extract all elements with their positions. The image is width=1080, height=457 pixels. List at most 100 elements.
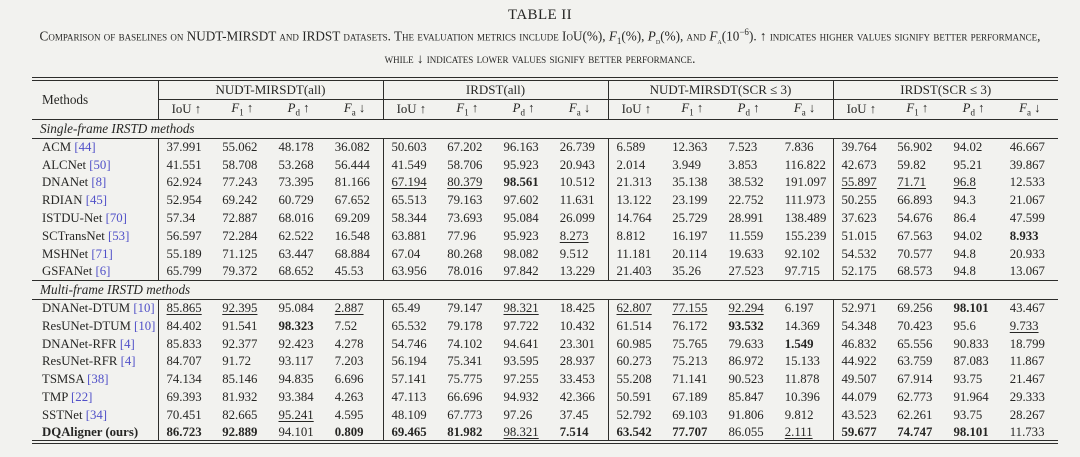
metric-value: 41.551 — [157, 156, 215, 174]
citation-link[interactable]: [50] — [86, 157, 111, 172]
metric-value: 18.799 — [1009, 336, 1045, 351]
metric-value: 13.122 — [607, 191, 665, 210]
metric-value: 69.465 — [382, 424, 440, 443]
table-row: TMP [22] 69.393 81.932 93.384 4.263 47.113 66.… — [32, 388, 1058, 407]
metric-value: 91.72 — [222, 354, 252, 369]
method-label: SCTransNet — [42, 228, 105, 243]
metric-value: 77.243 — [222, 175, 258, 190]
table-row: ResUNet-RFR [4] 84.707 91.72 93.117 7.203 56.… — [32, 353, 1058, 371]
citation-link[interactable]: [71] — [88, 246, 113, 261]
metric-value: 51.015 — [832, 227, 890, 246]
metric-value: 46.832 — [832, 335, 890, 354]
metric-value: 69.209 — [334, 210, 370, 225]
section-title: Single-frame IRSTD methods — [32, 118, 1058, 139]
method-name: DNANet [8] — [32, 174, 158, 192]
metric-value: 6.589 — [607, 138, 665, 157]
metric-value: 66.893 — [897, 193, 933, 208]
citation-link[interactable]: [6] — [92, 264, 111, 279]
metric-value: 35.26 — [672, 264, 702, 279]
method-label: GSFANet — [42, 264, 93, 279]
method-label: MSHNet — [42, 246, 89, 261]
metric-value: 11.878 — [784, 372, 820, 387]
method-label: DNANet-DTUM — [42, 301, 131, 316]
citation-link[interactable]: [4] — [117, 354, 136, 369]
metric-value: 92.102 — [784, 246, 820, 261]
citation-link[interactable]: [53] — [104, 228, 130, 243]
metric-value: 92.395 — [222, 301, 258, 316]
method-label: TMP — [42, 390, 68, 405]
citation-link[interactable]: [4] — [116, 336, 135, 351]
metric-value: 77.707 — [672, 424, 708, 439]
metric-value: 155.239 — [784, 228, 827, 243]
method-name: SSTNet [34] — [32, 406, 158, 424]
metric-value: 11.559 — [728, 228, 764, 243]
metric-value: 50.591 — [607, 388, 665, 407]
citation-link[interactable]: [44] — [71, 139, 96, 154]
metric-value: 42.366 — [559, 390, 595, 405]
metric-value: 59.677 — [832, 424, 890, 443]
metric-value: 37.623 — [832, 209, 890, 228]
citation-link[interactable]: [10] — [130, 318, 156, 333]
metric-value: 41.549 — [382, 156, 440, 174]
metric-value: 92.294 — [728, 301, 764, 316]
metric-value: 69.103 — [672, 407, 708, 422]
metric-value: 65.556 — [897, 336, 933, 351]
citation-link[interactable]: [8] — [88, 175, 107, 190]
metric-value: 7.514 — [559, 424, 589, 439]
metric-value: 85.833 — [157, 335, 215, 354]
metric-value: 60.729 — [278, 193, 314, 208]
metric-value: 85.847 — [728, 390, 764, 405]
metric-value: 94.02 — [953, 139, 983, 154]
citation-link[interactable]: [70] — [102, 210, 127, 225]
metric-value: 74.134 — [157, 370, 215, 389]
table-row: SSTNet [34] 70.451 82.665 95.241 4.595 48.109… — [32, 406, 1058, 425]
metric-value: 79.633 — [728, 336, 764, 351]
metric-value: 26.739 — [559, 139, 595, 154]
method-label: ResUNet-RFR — [42, 354, 118, 369]
method-name: ISTDU-Net [70] — [32, 210, 158, 228]
metric-value: 62.807 — [607, 299, 665, 318]
table-row: ACM [44] 37.991 55.062 48.178 36.082 50.603 67… — [32, 138, 1058, 157]
metric-value: 63.956 — [382, 262, 440, 281]
metric-value: 98.561 — [503, 175, 539, 190]
metric-value: 79.178 — [447, 318, 483, 333]
metric-column-header: IoU ↑ — [157, 99, 215, 120]
metric-value: 54.676 — [897, 210, 933, 225]
metric-value: 98.082 — [503, 246, 539, 261]
metric-value: 50.255 — [832, 191, 890, 210]
citation-link[interactable]: [10] — [130, 301, 155, 316]
metric-value: 67.194 — [382, 173, 440, 192]
metric-value: 71.125 — [222, 246, 258, 261]
metric-value: 56.597 — [157, 227, 215, 246]
metric-value: 116.822 — [784, 157, 826, 172]
metric-column-header: Fa ↓ — [551, 99, 608, 120]
metric-value: 67.202 — [447, 139, 483, 154]
citation-link[interactable]: [22] — [67, 390, 93, 405]
metric-value: 50.603 — [382, 138, 440, 157]
metric-value: 98.323 — [278, 318, 314, 333]
metric-value: 84.402 — [157, 317, 215, 336]
metric-value: 97.26 — [503, 407, 533, 422]
section-title: Multi-frame IRSTD methods — [32, 280, 1058, 301]
metric-value: 75.765 — [672, 336, 708, 351]
citation-link[interactable]: [38] — [83, 372, 109, 387]
metric-value: 58.708 — [222, 157, 258, 172]
metric-column-header: IoU ↑ — [607, 99, 665, 120]
metric-value: 94.8 — [953, 264, 976, 279]
metric-value: 3.853 — [728, 157, 758, 172]
metric-column-header: Pd ↑ — [720, 99, 777, 120]
metric-value: 4.263 — [334, 390, 364, 405]
metric-value: 6.197 — [784, 301, 814, 316]
metric-value: 11.867 — [1009, 354, 1045, 369]
metric-value: 2.014 — [607, 156, 665, 174]
metric-value: 63.447 — [278, 246, 314, 261]
metric-value: 21.467 — [1009, 372, 1045, 387]
metric-value: 62.522 — [278, 228, 314, 243]
metric-value: 28.937 — [559, 354, 595, 369]
metric-value: 6.696 — [334, 372, 364, 387]
metric-value: 21.067 — [1009, 193, 1045, 208]
metric-value: 71.141 — [672, 372, 708, 387]
citation-link[interactable]: [34] — [82, 407, 108, 422]
citation-link[interactable]: [45] — [82, 193, 108, 208]
metric-value: 85.146 — [222, 372, 258, 387]
